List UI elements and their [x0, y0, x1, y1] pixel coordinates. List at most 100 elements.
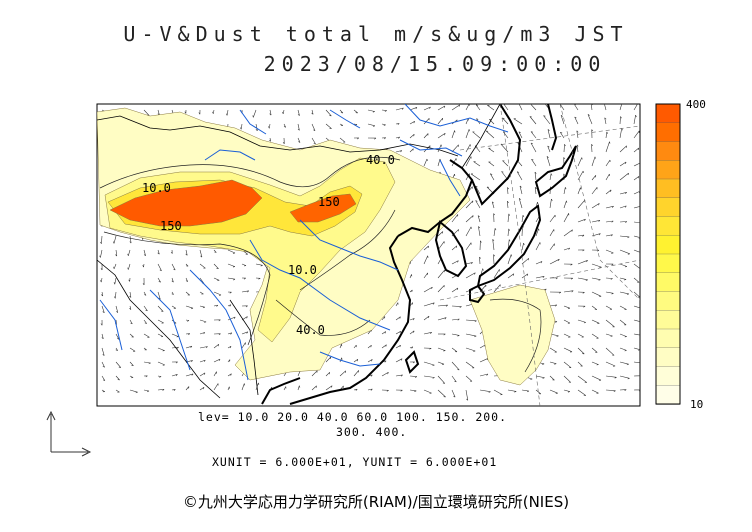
wind-vector — [185, 277, 188, 282]
wind-vector-head — [102, 354, 105, 356]
legend-swatch — [655, 160, 681, 180]
wind-vector — [577, 218, 586, 223]
wind-vector — [465, 389, 469, 401]
wind-vector-head — [611, 263, 614, 266]
wind-vector-head — [414, 376, 418, 378]
dust-shading — [97, 107, 556, 386]
wind-vector — [576, 144, 579, 153]
wind-vector — [619, 277, 627, 280]
wind-vector — [479, 344, 486, 349]
wind-vector-head — [523, 242, 525, 246]
wind-vector-head — [457, 335, 460, 337]
wind-vector-head — [456, 245, 458, 248]
wind-vector-head — [547, 145, 550, 148]
wind-vector-head — [492, 201, 494, 204]
wind-vector — [619, 333, 627, 337]
wind-vector — [143, 291, 147, 296]
wind-vector — [493, 269, 500, 279]
wind-vector-head — [282, 111, 284, 115]
wind-vector-head — [247, 290, 250, 293]
wind-vector — [171, 305, 176, 309]
wind-vector — [367, 359, 373, 363]
wind-vector — [577, 319, 586, 323]
wind-vector — [171, 374, 178, 377]
wind-vector-head — [444, 133, 446, 136]
wind-vector — [213, 249, 217, 253]
wind-vector — [311, 137, 316, 145]
contour-label: 40.0 — [296, 323, 325, 337]
wind-vector — [535, 228, 539, 237]
wind-vector — [563, 200, 567, 209]
wind-vector — [470, 173, 481, 181]
wind-vector — [563, 333, 571, 338]
wind-vector — [129, 333, 134, 338]
wind-vector — [521, 273, 528, 279]
wind-vector — [213, 344, 219, 349]
wind-vector-head — [283, 126, 286, 128]
wind-vector — [549, 304, 557, 307]
wind-vector — [619, 249, 630, 255]
wind-vector-head — [398, 136, 400, 139]
wind-vector-head — [427, 245, 429, 248]
wind-vector — [297, 137, 301, 143]
legend-swatch — [655, 216, 681, 236]
wind-vector-head — [230, 373, 232, 376]
wind-vector-head — [582, 292, 585, 294]
contour-label: 10.0 — [288, 263, 317, 277]
wind-vector — [451, 375, 457, 383]
wind-vector-head — [591, 104, 593, 106]
wind-vector — [633, 162, 640, 167]
wind-vector-head — [299, 385, 301, 388]
wind-vector-head — [642, 363, 644, 364]
wind-vector-head — [205, 346, 208, 349]
wind-vector — [605, 220, 614, 223]
wind-vector-head — [625, 221, 627, 224]
wind-vector-head — [212, 111, 214, 114]
wind-vector-head — [203, 332, 206, 335]
wind-vector-head — [492, 239, 495, 241]
wind-vector-head — [146, 390, 150, 393]
wind-vector-head — [100, 268, 103, 271]
legend-color-bar — [655, 103, 681, 405]
wind-vector-head — [100, 280, 102, 283]
wind-vector — [325, 385, 333, 391]
wind-vector-head — [490, 173, 493, 175]
wind-vector — [587, 114, 593, 125]
wind-vector — [605, 347, 615, 356]
wind-vector-head — [355, 388, 358, 391]
wind-vector-head — [229, 304, 232, 307]
wind-vector — [591, 291, 602, 297]
wind-vector-head — [453, 395, 456, 398]
wind-vector — [437, 269, 445, 279]
wind-vector — [549, 173, 552, 181]
wind-vector — [129, 319, 133, 325]
wind-vector — [560, 132, 565, 139]
wind-vector-head — [519, 185, 522, 188]
wind-vector — [101, 389, 105, 392]
wind-vector-head — [331, 385, 333, 388]
wind-vector-head — [400, 358, 403, 361]
wind-vector — [423, 245, 429, 251]
wind-vector-head — [414, 390, 417, 392]
wind-vector — [143, 249, 146, 256]
wind-vector-head — [625, 192, 627, 195]
wind-vector — [465, 104, 470, 111]
wind-vector — [489, 119, 495, 125]
wind-vector — [101, 305, 105, 313]
coastline-china — [289, 159, 474, 405]
wind-vector-head — [117, 338, 120, 340]
wind-vector-head — [428, 316, 430, 319]
wind-vector-head — [639, 206, 640, 208]
wind-vector — [437, 133, 446, 139]
wind-vector — [213, 291, 222, 296]
wind-vector — [502, 160, 509, 167]
coastline-vietnam — [261, 377, 301, 405]
wind-vector — [339, 123, 344, 126]
wind-vector-head — [99, 255, 101, 258]
wind-vector-head — [502, 117, 505, 119]
wind-vector-head — [543, 115, 546, 117]
wind-vector-head — [598, 233, 601, 236]
wind-vector — [519, 185, 523, 195]
wind-vector-head — [508, 228, 510, 231]
